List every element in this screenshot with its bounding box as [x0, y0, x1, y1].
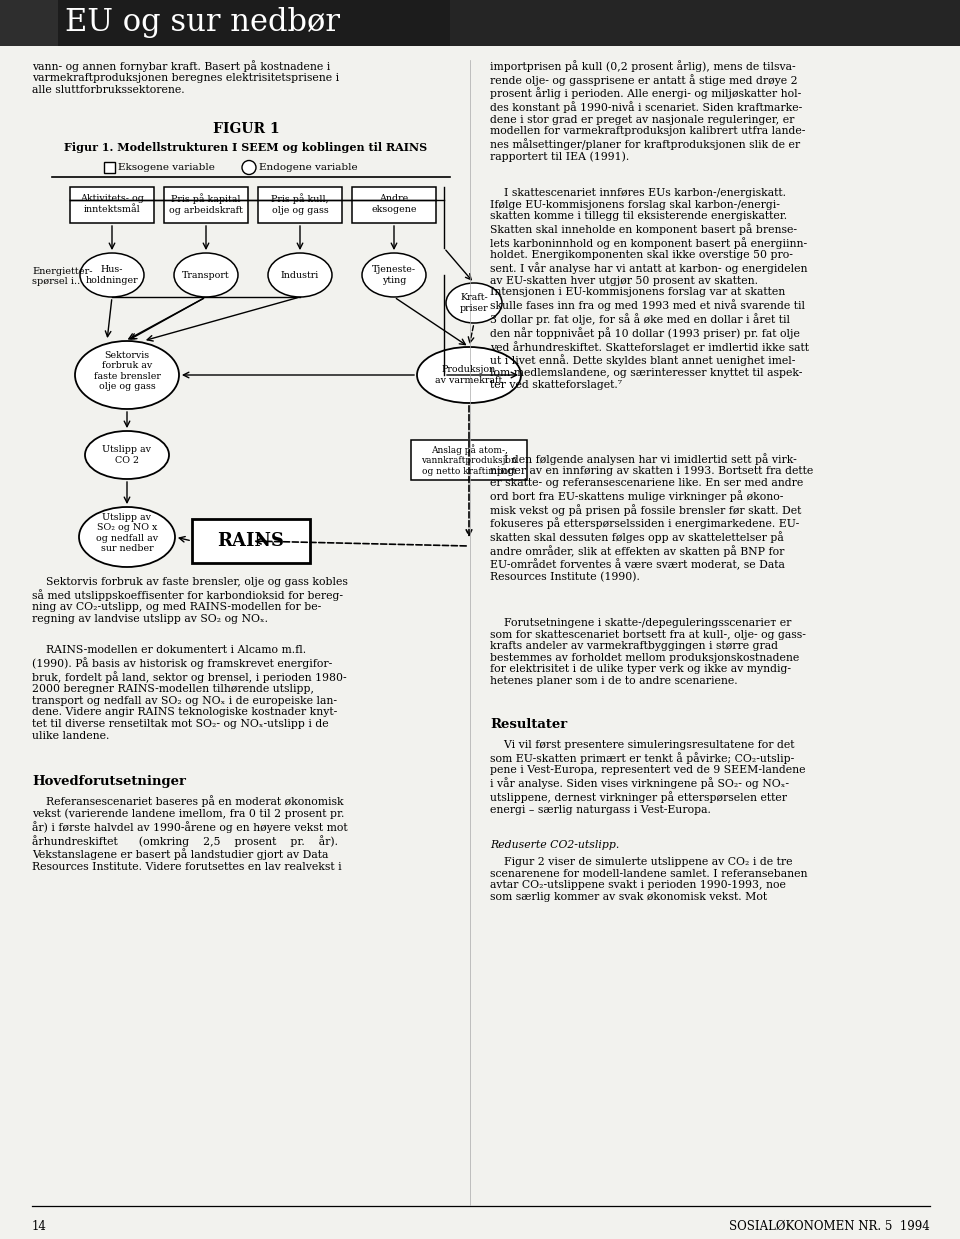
- Text: FIGUR 1: FIGUR 1: [213, 121, 279, 136]
- Text: Produksjon
av varmekraft: Produksjon av varmekraft: [436, 366, 503, 384]
- Bar: [352, 187, 436, 223]
- Bar: [411, 440, 527, 479]
- Text: EU og sur nedbør: EU og sur nedbør: [65, 7, 340, 38]
- Bar: [0, 0, 960, 46]
- Text: RAINS-modellen er dokumentert i Alcamo m.fl.
(1990). På basis av historisk og fr: RAINS-modellen er dokumentert i Alcamo m…: [32, 646, 347, 741]
- Text: vann- og annen fornybar kraft. Basert på kostnadene i
varmekraftproduksjonen ber: vann- og annen fornybar kraft. Basert på…: [32, 59, 339, 95]
- Ellipse shape: [362, 253, 426, 297]
- Ellipse shape: [242, 161, 256, 175]
- Ellipse shape: [268, 253, 332, 297]
- Ellipse shape: [80, 253, 144, 297]
- Text: I skattescenariet innføres EUs karbon-/energiskatt.
Ifølge EU-kommisjonens forsl: I skattescenariet innføres EUs karbon-/e…: [490, 188, 809, 389]
- Text: 14: 14: [32, 1220, 47, 1233]
- Text: Pris på kull,
olje og gass: Pris på kull, olje og gass: [271, 193, 329, 214]
- Text: Forutsetningene i skatte-/dерeguleringsscenariет er
som for skattescenariet bort: Forutsetningene i skatte-/dерeguleringss…: [490, 618, 805, 686]
- Text: Figur 2 viser de simulerte utslippene av CO₂ i de tre
scenarenene for modell-lan: Figur 2 viser de simulerte utslippene av…: [490, 857, 807, 902]
- Text: Utslipp av
CO 2: Utslipp av CO 2: [103, 445, 152, 465]
- Bar: [258, 187, 342, 223]
- Text: Hus-
holdninger: Hus- holdninger: [85, 265, 138, 285]
- Text: Industri: Industri: [281, 270, 319, 280]
- Text: Aktivitets- og
inntektsmål: Aktivitets- og inntektsmål: [80, 195, 144, 213]
- Text: Endogene variable: Endogene variable: [259, 164, 358, 172]
- Text: RAINS: RAINS: [218, 532, 284, 550]
- Text: Tjeneste-
yting: Tjeneste- yting: [372, 265, 416, 285]
- Text: Referansescenariet baseres på en moderat økonomisk
vekst (varierende landene ime: Referansescenariet baseres på en moderat…: [32, 795, 348, 872]
- Text: Andre
eksogene: Andre eksogene: [372, 195, 417, 213]
- Text: Sektorvis forbruk av faste brensler, olje og gass kobles
så med utslippskoeffise: Sektorvis forbruk av faste brensler, olj…: [32, 577, 348, 624]
- Ellipse shape: [85, 431, 169, 479]
- Bar: [192, 519, 310, 563]
- Text: Hovedforutsetninger: Hovedforutsetninger: [32, 776, 186, 788]
- Text: Energietter-
spørsel i..: Energietter- spørsel i..: [32, 266, 92, 286]
- Bar: [450, 0, 960, 46]
- Ellipse shape: [417, 347, 521, 403]
- Bar: [70, 187, 154, 223]
- Bar: [164, 187, 248, 223]
- Text: SOSIALØKONOMEN NR. 5  1994: SOSIALØKONOMEN NR. 5 1994: [730, 1220, 930, 1233]
- Text: Utslipp av
SO₂ og NO x
og nedfall av
sur nedber: Utslipp av SO₂ og NO x og nedfall av sur…: [96, 513, 158, 553]
- Text: Transport: Transport: [182, 270, 229, 280]
- Text: Sektorvis
forbruk av
faste brensler
olje og gass: Sektorvis forbruk av faste brensler olje…: [93, 351, 160, 392]
- Ellipse shape: [75, 341, 179, 409]
- Bar: [104, 162, 115, 173]
- Text: Pris på kapital
og arbeidskraft: Pris på kapital og arbeidskraft: [169, 193, 243, 214]
- Text: Vi vil først presentere simuleringsresultatene for det
som EU-skatten primært er: Vi vil først presentere simuleringsresul…: [490, 740, 805, 814]
- Ellipse shape: [174, 253, 238, 297]
- Text: Reduserte CO2-utslipp.: Reduserte CO2-utslipp.: [490, 840, 619, 850]
- Ellipse shape: [79, 507, 175, 567]
- Text: Figur 1. Modellstrukturen I SEEM og koblingen til RAINS: Figur 1. Modellstrukturen I SEEM og kobl…: [64, 142, 427, 152]
- Text: Anslag på atom-,
vannkraftproduksjon
og netto kraftimport: Anslag på atom-, vannkraftproduksjon og …: [421, 445, 516, 476]
- Text: I den følgende analysen har vi imidlertid sett på virk-
ninger av en innføring a: I den følgende analysen har vi imidlerti…: [490, 453, 813, 582]
- Text: importprisen på kull (0,2 prosent årlig), mens de tilsva-
rende olje- og gasspri: importprisen på kull (0,2 prosent årlig)…: [490, 59, 805, 162]
- Bar: [0, 0, 58, 46]
- Text: Eksogene variable: Eksogene variable: [118, 164, 215, 172]
- Text: Kraft-
priser: Kraft- priser: [460, 294, 489, 312]
- Ellipse shape: [446, 282, 502, 323]
- Text: Resultater: Resultater: [490, 717, 567, 731]
